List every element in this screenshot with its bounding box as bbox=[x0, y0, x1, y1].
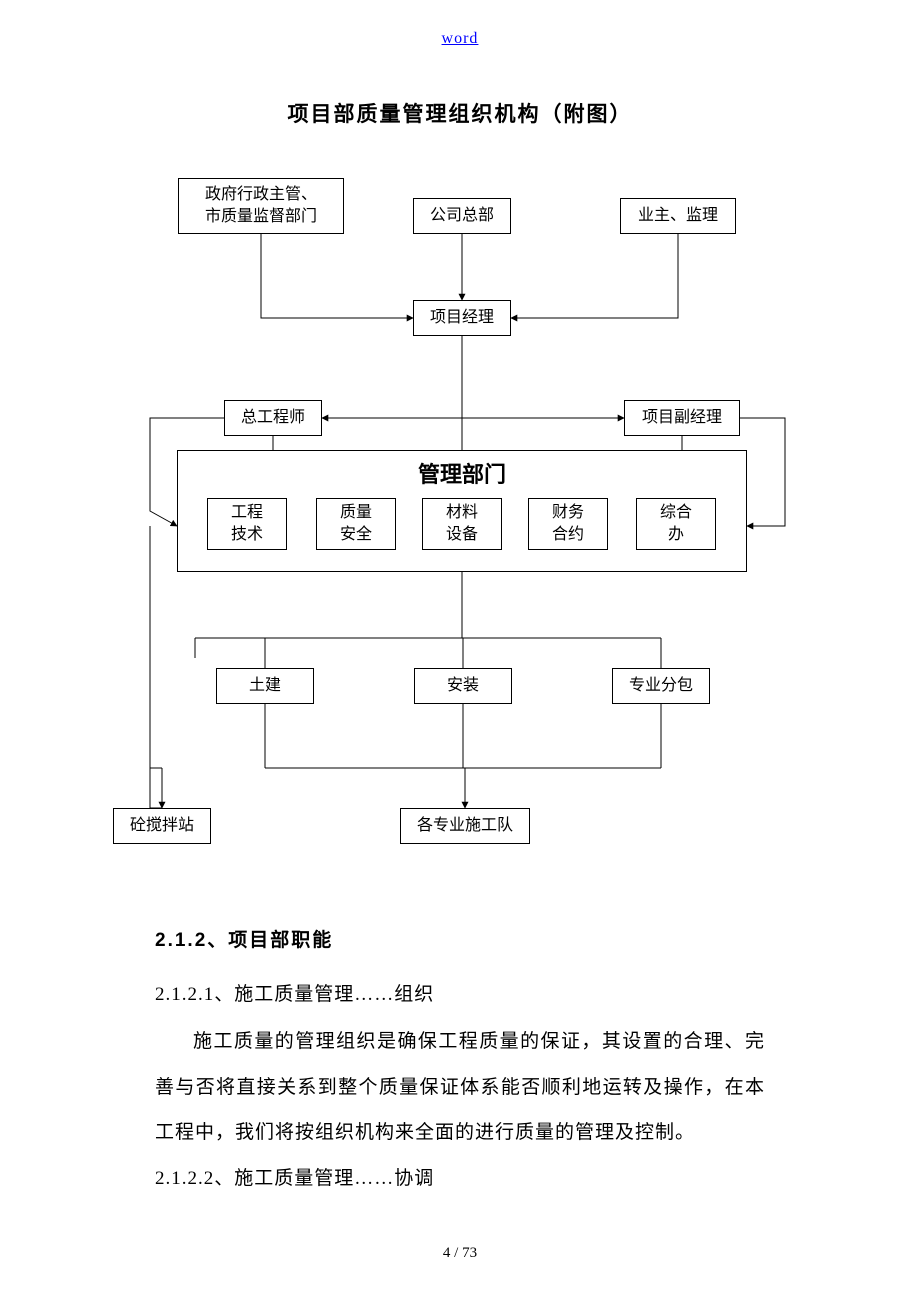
node-n3: 业主、监理 bbox=[620, 198, 736, 234]
node-d5: 综合 办 bbox=[636, 498, 716, 550]
node-b1: 砼搅拌站 bbox=[113, 808, 211, 844]
node-c2: 安装 bbox=[414, 668, 512, 704]
node-n2: 公司总部 bbox=[413, 198, 511, 234]
page: word 项目部质量管理组织机构（附图） 管理部门 政府行政主管、 市质量监督部门… bbox=[0, 0, 920, 1302]
node-c3: 专业分包 bbox=[612, 668, 710, 704]
page-number: 4 / 73 bbox=[0, 1245, 920, 1262]
node-n4: 项目经理 bbox=[413, 300, 511, 336]
header-link: word bbox=[0, 30, 920, 48]
node-n1: 政府行政主管、 市质量监督部门 bbox=[178, 178, 344, 234]
body-text: 2.1.2、项目部职能 2.1.2.1、施工质量管理……组织 施工质量的管理组织… bbox=[0, 918, 920, 1202]
paragraph-1: 施工质量的管理组织是确保工程质量的保证，其设置的合理、完善与否将直接关系到整个质… bbox=[155, 1019, 765, 1156]
management-container-title: 管理部门 bbox=[178, 451, 746, 499]
header-link-text: word bbox=[442, 30, 479, 47]
node-b2: 各专业施工队 bbox=[400, 808, 530, 844]
subsection-1: 2.1.2.1、施工质量管理……组织 bbox=[155, 972, 765, 1018]
node-d4: 财务 合约 bbox=[528, 498, 608, 550]
diagram-title: 项目部质量管理组织机构（附图） bbox=[0, 98, 920, 128]
node-d1: 工程 技术 bbox=[207, 498, 287, 550]
subsection-2: 2.1.2.2、施工质量管理……协调 bbox=[155, 1156, 765, 1202]
node-d3: 材料 设备 bbox=[422, 498, 502, 550]
node-c1: 土建 bbox=[216, 668, 314, 704]
node-d2: 质量 安全 bbox=[316, 498, 396, 550]
node-n6: 项目副经理 bbox=[624, 400, 740, 436]
node-n5: 总工程师 bbox=[224, 400, 322, 436]
org-chart-diagram: 管理部门 政府行政主管、 市质量监督部门 公司总部 业主、监理项目经理总工程师 项目副经… bbox=[0, 168, 920, 888]
section-heading: 2.1.2、项目部职能 bbox=[155, 918, 765, 964]
